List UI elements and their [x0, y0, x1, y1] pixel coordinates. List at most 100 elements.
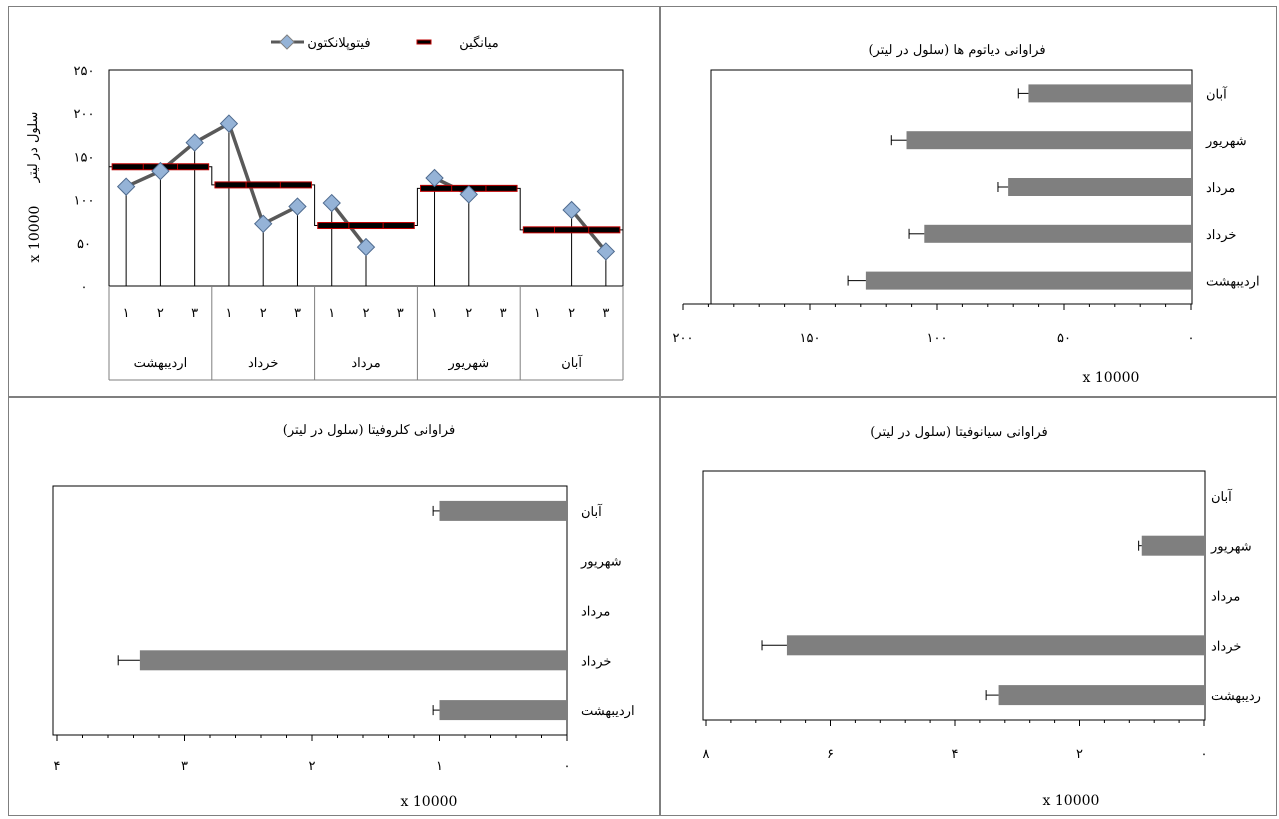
data-point-marker — [425, 168, 444, 188]
category-label: ردیبهشت — [1211, 689, 1261, 704]
y-tick-label: ۱۵۰ — [74, 150, 95, 165]
station-label: ۱ — [225, 306, 232, 321]
legend-label-phytoplankton: فیتوپلانکتون — [307, 36, 370, 51]
x-tick-label: ۲ — [309, 759, 316, 774]
cyanophyta-bar-chart: فراوانی سیانوفیتا (سلول در لیتر) ۰ ۲ ۴ ۶ ۸ x 1… — [702, 425, 1261, 809]
chlorophyta-bar-chart: فراوانی کلروفیتا (سلول در لیتر) ۰ ۱ ۲ ۳ ۴ x 10… — [52, 423, 635, 810]
data-point-marker — [288, 197, 307, 216]
x-tick-label: ۱۵۰ — [800, 331, 821, 346]
chart-title: فراوانی کلروفیتا (سلول در لیتر) — [283, 423, 455, 438]
station-label: ۳ — [294, 306, 301, 321]
data-point-marker — [562, 200, 581, 220]
category-label: اردیبهشت — [581, 704, 635, 719]
x-tick-label: ۲۰۰ — [673, 331, 694, 346]
mean-connector-line — [109, 166, 623, 231]
station-label: ۳ — [602, 306, 609, 321]
data-point-marker — [254, 214, 273, 233]
data-point-marker — [219, 114, 239, 133]
month-label: مرداد — [351, 356, 380, 371]
bar — [998, 685, 1204, 706]
bar — [906, 131, 1191, 150]
plot-area — [52, 485, 568, 736]
station-label: ۳ — [397, 306, 404, 321]
y-tick-label: ۱۰۰ — [74, 194, 95, 209]
bar — [439, 500, 567, 521]
category-label: آبان — [1206, 85, 1228, 102]
station-label: ۲ — [568, 306, 575, 321]
cyanophyta-bar-chart-panel: فراوانی سیانوفیتا (سلول در لیتر) ۰ ۲ ۴ ۶ ۸ x 1… — [660, 397, 1277, 816]
bar — [439, 700, 567, 721]
data-point-marker — [459, 185, 478, 204]
x-axis-label: x 10000 — [1043, 793, 1100, 809]
y-axis-label-persian: سلول در لیتر — [26, 112, 41, 184]
phytoplankton-line-chart: فیتوپلانکتون میانگین ۰ ۵۰ ۱۰۰ ۱۵۰ ۲۰۰ ۲۵۰ سلول د… — [26, 34, 624, 381]
x-tick-label: ۳ — [181, 759, 188, 774]
legend-label-mean: میانگین — [459, 35, 498, 51]
station-label: ۲ — [363, 306, 370, 321]
data-point-marker — [356, 237, 376, 257]
x-tick-label: ۵۰ — [1057, 331, 1071, 346]
legend-mean-swatch — [416, 39, 432, 45]
x-tick-label: ۶ — [827, 747, 834, 762]
month-label: خرداد — [248, 356, 278, 371]
station-label: ۳ — [191, 306, 198, 321]
month-label: اردیبهشت — [134, 356, 188, 371]
y-tick-label: ۵۰ — [77, 237, 91, 252]
data-point-marker — [151, 161, 170, 181]
category-label: آبان — [581, 503, 603, 520]
bar — [139, 650, 567, 671]
data-point-marker — [322, 193, 341, 213]
legend-marker-swatch — [279, 34, 295, 50]
category-label: خرداد — [1211, 639, 1241, 654]
mean-bar — [522, 226, 621, 234]
data-point-marker — [596, 242, 616, 261]
phytoplankton-line — [227, 123, 299, 227]
category-label: خرداد — [1206, 228, 1236, 243]
chart-title: فراوانی سیانوفیتا (سلول در لیتر) — [870, 425, 1048, 440]
x-tick-label: ۰ — [1188, 331, 1195, 346]
x-tick-label: ۰ — [1201, 747, 1208, 762]
y-tick-label: ۲۵۰ — [74, 64, 95, 79]
x-tick-label: ۲ — [1076, 747, 1083, 762]
x-axis-label: x 10000 — [1083, 370, 1140, 386]
chart-title: فراوانی دیاتوم ها (سلول در لیتر) — [868, 43, 1045, 58]
bar — [924, 224, 1191, 243]
bar — [1008, 178, 1191, 196]
station-label: ۲ — [157, 306, 164, 321]
phytoplankton-line-chart-panel: فیتوپلانکتون میانگین ۰ ۵۰ ۱۰۰ ۱۵۰ ۲۰۰ ۲۵۰ سلول د… — [8, 6, 660, 397]
station-label: ۲ — [260, 306, 267, 321]
category-label: خرداد — [581, 654, 611, 669]
station-label: ۱ — [123, 306, 130, 321]
chlorophyta-bar-chart-panel: فراوانی کلروفیتا (سلول در لیتر) ۰ ۱ ۲ ۳ ۴ x 10… — [8, 397, 660, 816]
x-tick-label: ۴ — [54, 759, 61, 774]
y-axis-label-scale: x 10000 — [27, 206, 43, 263]
category-label: اردیبهشت — [1206, 275, 1260, 290]
month-label: شهریور — [447, 356, 489, 371]
diatom-bar-chart: فراوانی دیاتوم ها (سلول در لیتر) ۰ ۵۰ ۱۰۰ ۱۵… — [673, 43, 1260, 386]
diatom-bar-chart-panel: فراوانی دیاتوم ها (سلول در لیتر) ۰ ۵۰ ۱۰۰ ۱۵… — [660, 6, 1277, 397]
category-label: شهریور — [1205, 134, 1247, 149]
y-tick-label: ۲۰۰ — [74, 107, 95, 122]
month-label: آبان — [561, 354, 583, 371]
x-tick-label: ۱ — [436, 759, 443, 774]
station-label: ۱ — [534, 306, 541, 321]
data-point-marker — [116, 177, 136, 196]
bar — [865, 271, 1191, 290]
category-label: آبان — [1211, 488, 1233, 505]
mean-bar — [317, 222, 415, 230]
category-label: مرداد — [1206, 181, 1235, 196]
plot-area — [702, 470, 1206, 721]
data-point-marker — [185, 133, 204, 152]
x-axis-label: x 10000 — [401, 794, 458, 810]
x-tick-label: ۱۰۰ — [927, 331, 948, 346]
bar — [1028, 84, 1191, 103]
category-label: شهریور — [1210, 540, 1252, 555]
station-label: ۳ — [500, 306, 507, 321]
category-label: مرداد — [1211, 590, 1240, 605]
category-label: مرداد — [581, 605, 610, 620]
station-label: ۲ — [465, 306, 472, 321]
bar — [786, 635, 1204, 656]
station-label: ۱ — [431, 306, 438, 321]
station-label: ۱ — [328, 306, 335, 321]
x-tick-label: ۸ — [703, 747, 710, 762]
